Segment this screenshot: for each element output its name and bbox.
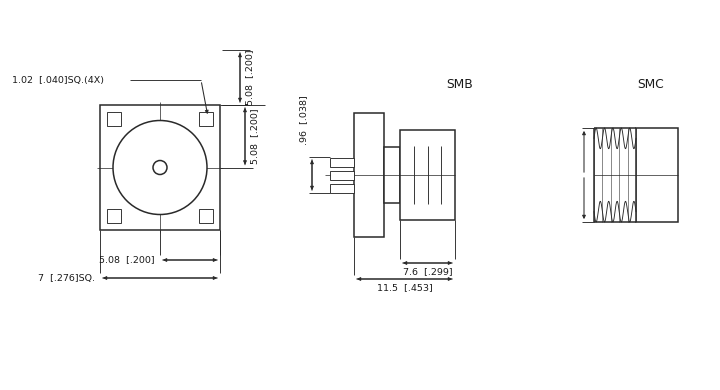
Text: 7  [.276]SQ.: 7 [.276]SQ.: [38, 273, 95, 282]
Text: .96  [.038]: .96 [.038]: [300, 95, 308, 145]
Bar: [354, 113, 384, 237]
Text: 5.08  [.200]: 5.08 [.200]: [99, 255, 155, 264]
Bar: [384, 147, 400, 203]
Bar: [330, 184, 354, 193]
Circle shape: [113, 121, 207, 215]
Text: SMC: SMC: [638, 78, 665, 92]
Text: 5.08  [.200]: 5.08 [.200]: [250, 108, 259, 164]
Text: 1.02  [.040]SQ.(4X): 1.02 [.040]SQ.(4X): [12, 76, 104, 85]
Bar: [330, 158, 354, 167]
Bar: [100, 105, 220, 230]
Bar: [107, 209, 121, 223]
Bar: [199, 209, 213, 223]
Circle shape: [153, 161, 167, 174]
Bar: [330, 170, 354, 179]
Bar: [400, 130, 455, 220]
Bar: [199, 112, 213, 126]
Text: 11.5  [.453]: 11.5 [.453]: [377, 283, 433, 292]
Text: 7.6  [.299]: 7.6 [.299]: [402, 267, 452, 276]
Bar: [636, 128, 678, 222]
Text: 5.08  [.200]: 5.08 [.200]: [245, 50, 254, 105]
Text: SMB: SMB: [446, 78, 473, 92]
Bar: [107, 112, 121, 126]
